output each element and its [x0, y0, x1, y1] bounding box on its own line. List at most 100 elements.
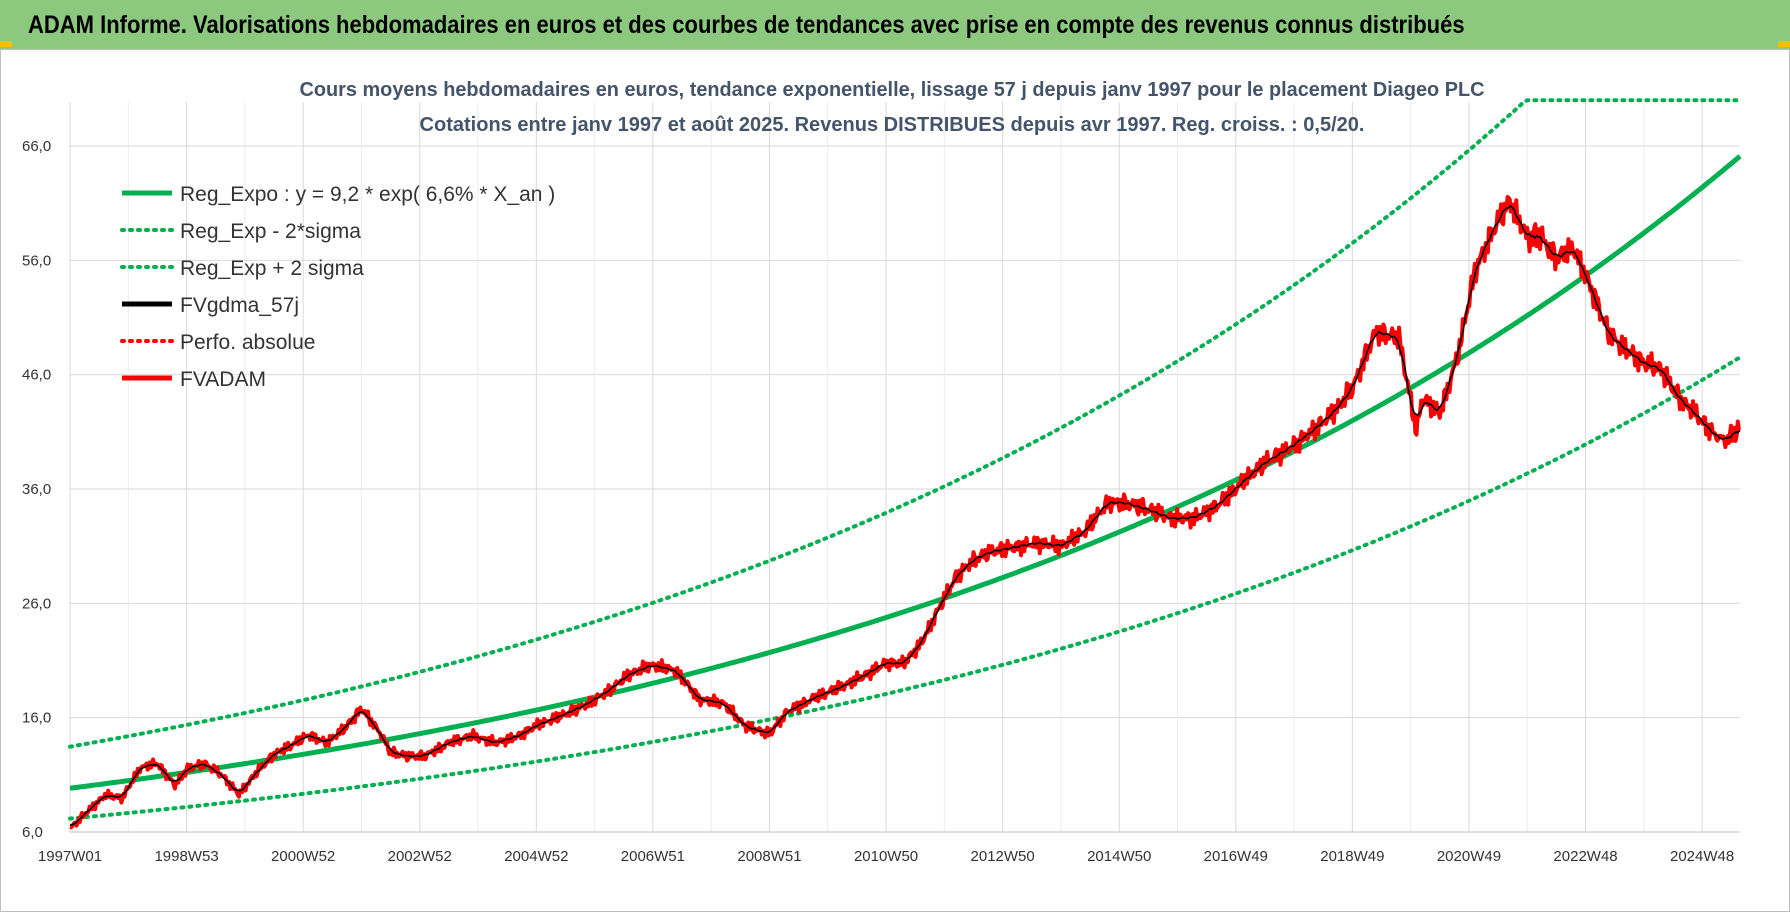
fvadam-point — [769, 733, 770, 734]
fvadam-point — [1573, 248, 1574, 249]
fvadam-point — [1725, 440, 1726, 441]
fvadam-point — [1148, 509, 1149, 510]
fvadam-point — [256, 772, 257, 773]
fvadam-point — [361, 708, 362, 709]
fvadam-point — [122, 797, 123, 798]
fvadam-point — [1492, 231, 1493, 232]
fvadam-point — [425, 755, 426, 756]
fvadam-point — [1399, 338, 1400, 339]
fvadam-point — [1509, 200, 1510, 201]
chart-title: Cours moyens hebdomadaires en euros, ten… — [300, 79, 1485, 136]
chart-title-line: Cotations entre janv 1997 et août 2025. … — [420, 114, 1365, 136]
y-tick-label: 16,0 — [22, 710, 51, 727]
fvadam-point — [1084, 532, 1085, 533]
fvadam-point — [1422, 397, 1423, 398]
fvadam-point — [1311, 431, 1312, 432]
fvadam-point — [378, 731, 379, 732]
fvadam-point — [1643, 363, 1644, 364]
fvadam-point — [157, 763, 158, 764]
fvadam-point — [495, 742, 496, 743]
x-tick-label: 2022W48 — [1553, 848, 1617, 865]
legend-label: Perfo. absolue — [180, 331, 315, 354]
fvadam-point — [1457, 357, 1458, 358]
fvadam-point — [1375, 331, 1376, 332]
series-reg-expo — [69, 154, 1742, 791]
fvadam-point — [722, 702, 723, 703]
fvadam-point — [1125, 502, 1126, 503]
fvadam-point — [1218, 505, 1219, 506]
fvadam-point — [174, 785, 175, 786]
legend-label: Reg_Exp + 2 sigma — [180, 257, 364, 280]
axis-labels: 6,0 16,0 26,0 36,0 46,0 56,0 66,0 1997W01 1998W5… — [22, 138, 1734, 865]
chart-title-line: Cours moyens hebdomadaires en euros, ten… — [300, 79, 1485, 101]
fvadam-point — [1538, 235, 1539, 236]
y-tick-label: 56,0 — [22, 252, 51, 269]
fvadam-point — [1608, 334, 1609, 335]
corner-marker — [0, 41, 12, 47]
x-tick-label: 2012W50 — [971, 848, 1035, 865]
chart-legend: Reg_Expo : y = 9,2 * exp( 6,6% * X_an ) R… — [120, 183, 555, 391]
corner-marker — [1778, 41, 1790, 47]
x-tick-label: 2000W52 — [271, 848, 335, 865]
fvadam-point — [518, 735, 519, 736]
fvadam-point — [990, 551, 991, 552]
x-tick-label: 2024W48 — [1670, 848, 1734, 865]
y-tick-label: 6,0 — [22, 824, 43, 841]
fvadam-point — [862, 676, 863, 677]
x-tick-label: 2002W52 — [388, 848, 452, 865]
fvadam-point — [104, 795, 105, 796]
fvadam-point — [816, 697, 817, 698]
fvadam-point — [1014, 547, 1015, 548]
series-reg-minus-2sigma — [68, 355, 1742, 821]
x-tick-label: 2010W50 — [854, 848, 918, 865]
fvadam-point — [973, 559, 974, 560]
fvadam-point — [1334, 411, 1335, 412]
fvadam-point — [1527, 237, 1528, 238]
fvadam-point — [559, 716, 560, 717]
report-title: ADAM Informe. Valorisations hebdomadaire… — [28, 11, 1465, 39]
fvadam-point — [448, 742, 449, 743]
y-tick-label: 66,0 — [22, 138, 51, 155]
fvadam-point — [1713, 434, 1714, 435]
fvadam-point — [186, 769, 187, 770]
y-tick-label: 36,0 — [22, 481, 51, 498]
x-tick-label: 2004W52 — [504, 848, 568, 865]
x-tick-label: 2006W51 — [621, 848, 685, 865]
fvadam-point — [1556, 258, 1557, 259]
fvadam-point — [343, 729, 344, 730]
fvadam-point — [956, 577, 957, 578]
fvadam-point — [886, 662, 887, 663]
fvadam-point — [70, 828, 71, 829]
fvadam-point — [1107, 502, 1108, 503]
fvadam-point — [1439, 413, 1440, 414]
fvadam-point — [652, 665, 653, 666]
report-header: ADAM Informe. Valorisations hebdomadaire… — [0, 0, 1790, 49]
fvadam-point — [1416, 431, 1417, 432]
x-tick-label: 2008W51 — [737, 848, 801, 865]
fvadam-point — [221, 774, 222, 775]
fvadam-point — [139, 767, 140, 768]
legend-label: Reg_Exp - 2*sigma — [180, 220, 361, 243]
fvadam-point — [1474, 271, 1475, 272]
x-tick-label: 2018W49 — [1320, 848, 1384, 865]
fvadam-point — [839, 687, 840, 688]
fvadam-point — [903, 663, 904, 664]
fvadam-point — [629, 674, 630, 675]
fvadam-point — [408, 756, 409, 757]
fvadam-point — [1661, 368, 1662, 369]
fvadam-point — [746, 726, 747, 727]
series-fvadam — [69, 195, 1741, 830]
fvadam-point — [1591, 288, 1592, 289]
legend-label: Reg_Expo : y = 9,2 * exp( 6,6% * X_an ) — [180, 183, 555, 206]
fvadam-point — [1678, 397, 1679, 398]
fvadam-point — [1060, 546, 1061, 547]
series-fvgdma-57j — [70, 205, 1741, 826]
fvadam-point — [1241, 483, 1242, 484]
fvadam-point — [204, 763, 205, 764]
fvadam-point — [472, 735, 473, 736]
fvadam-point — [1194, 517, 1195, 518]
fvadam-point — [87, 811, 88, 812]
fvadam-point — [1288, 448, 1289, 449]
legend-label: FVADAM — [180, 368, 266, 391]
fvadam-point — [274, 754, 275, 755]
